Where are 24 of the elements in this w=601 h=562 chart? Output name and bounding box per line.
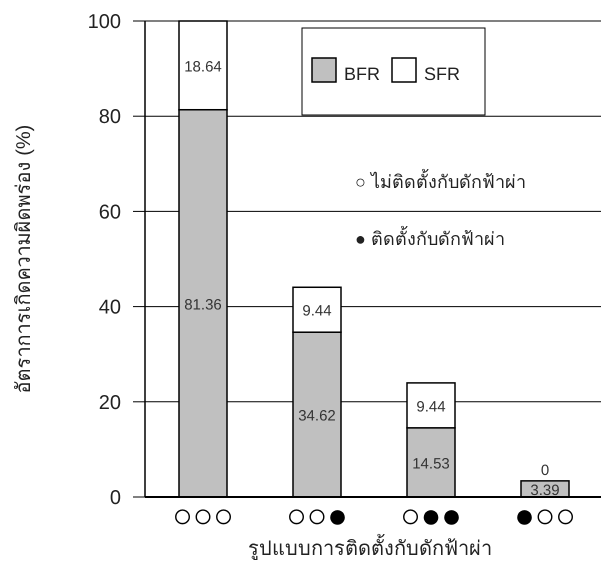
legend-label: BFR [344,64,380,84]
data-label: 9.44 [416,398,446,416]
y-tick-label: 80 [98,106,121,128]
data-label: 3.39 [530,482,560,499]
x-axis-title: รูปแบบการติดตั้งกับดักฟ้าผ่า [248,534,492,561]
x-tick-label: ○○○ [172,497,234,535]
x-tick-label: ○○● [286,497,348,535]
x-tick-label: ●○○ [514,497,576,535]
y-tick-label: 60 [98,201,121,224]
data-label: 0 [540,462,550,479]
annotation: ● ติดตั้งกับดักฟ้าผ่า [355,226,505,249]
data-label: 14.53 [412,455,450,472]
y-tick-label: 100 [88,11,121,33]
data-label: 9.44 [302,302,332,320]
annotation: ○ ไม่ติดตั้งกับดักฟ้าผ่า [355,169,526,192]
data-label: 18.64 [184,58,222,76]
data-label: 34.62 [298,408,336,425]
x-tick-label: ○●● [400,497,462,535]
y-tick-label: 40 [98,296,121,319]
legend-label: SFR [424,64,460,84]
y-tick-label: 0 [110,487,121,509]
data-label: 81.36 [184,296,222,314]
y-axis-title: อัตราการเกิดความผิดพร่อง (%) [13,124,35,394]
y-tick-label: 20 [98,392,121,414]
